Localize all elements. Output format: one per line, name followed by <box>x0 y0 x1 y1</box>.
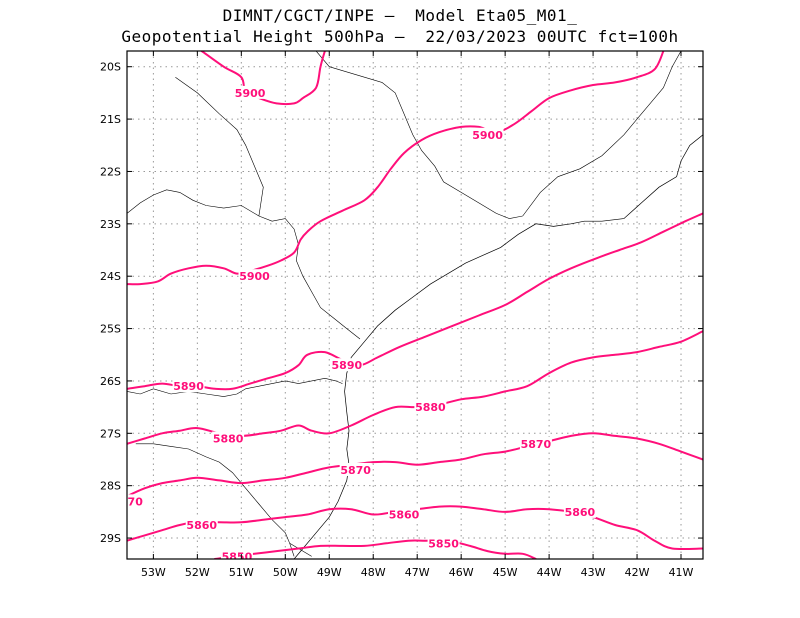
contour-label-bg <box>238 269 271 283</box>
map-grid <box>127 51 703 559</box>
lat-tick-label: 21S <box>100 113 121 126</box>
lon-tick-label: 48W <box>361 566 386 579</box>
contour-label-bg <box>172 379 205 393</box>
contour-label-bg <box>220 549 253 559</box>
contour-5870 <box>127 432 703 498</box>
contour-label-bg <box>427 536 460 550</box>
contour-label: 5900 <box>239 270 270 283</box>
lon-tick-label: 52W <box>185 566 210 579</box>
lon-tick-label: 42W <box>625 566 650 579</box>
contour-label-bg <box>127 494 144 508</box>
map-borders <box>127 51 703 559</box>
lat-tick-label: 28S <box>100 480 121 493</box>
lat-tick-label: 24S <box>100 270 121 283</box>
contour-label: 5860 <box>565 506 596 519</box>
lon-tick-label: 43W <box>581 566 606 579</box>
map-axes: 53W 52W 51W 50W 49W 48W 47W 46W 45W 44W 43W 42W 41W 2… <box>100 51 703 579</box>
state-border <box>175 76 264 217</box>
contour-label: 5900 <box>472 129 503 142</box>
lat-tick-label: 27S <box>100 427 121 440</box>
title-line-2: Geopotential Height 500hPa – 22/03/2023 … <box>121 27 679 46</box>
state-border <box>289 543 312 557</box>
contour-label-bg <box>339 462 372 476</box>
contour-label: 5880 <box>415 401 446 414</box>
contour-label-bg <box>519 436 552 450</box>
lon-tick-label: 45W <box>493 566 518 579</box>
contour-label-bg <box>185 517 218 531</box>
contour-label: 5860 <box>389 508 420 521</box>
lon-tick-label: 51W <box>229 566 254 579</box>
contour-label: 5880 <box>213 433 244 446</box>
lat-tick-label: 26S <box>100 375 121 388</box>
contour-label-bg <box>388 507 421 521</box>
lon-tick-label: 50W <box>273 566 298 579</box>
lon-tick-label: 49W <box>317 566 342 579</box>
lat-tick-label: 25S <box>100 323 121 336</box>
lon-tick-label: 41W <box>669 566 694 579</box>
lat-tick-label: 23S <box>100 218 121 231</box>
contour-label: 5850 <box>222 550 253 563</box>
map-frame <box>126 50 704 560</box>
lat-tick-label: 20S <box>100 61 121 74</box>
contour-label-bg <box>330 358 363 372</box>
contour-5880 <box>127 330 703 445</box>
title-line-1: DIMNT/CGCT/INPE – Model Eta05_M01_ <box>222 6 578 25</box>
lon-tick-label: 53W <box>141 566 166 579</box>
lon-tick-label: 44W <box>537 566 562 579</box>
contour-label: 5860 <box>186 519 217 532</box>
contour-label: 5890 <box>332 359 363 372</box>
state-border <box>127 189 361 340</box>
lat-tick-label: 22S <box>100 165 121 178</box>
contour-lines: 5900 5900 5900 5890 5890 5880 5880 5870 5870 870 5… <box>120 51 703 563</box>
contour-label: 5870 <box>340 464 371 477</box>
contour-label: 5900 <box>235 87 266 100</box>
contour-label: 5890 <box>173 380 204 393</box>
contour-label-bg <box>471 127 504 141</box>
contour-label: 870 <box>120 495 143 508</box>
contour-label-bg <box>414 400 447 414</box>
lon-tick-label: 46W <box>449 566 474 579</box>
contour-label-bg <box>234 85 267 99</box>
lon-tick-label: 47W <box>405 566 430 579</box>
contour-5890 <box>127 212 703 391</box>
contour-label: 5870 <box>521 438 552 451</box>
state-border <box>135 443 295 557</box>
coastline <box>293 134 703 559</box>
contour-label: 5850 <box>428 537 459 550</box>
state-border <box>522 51 682 217</box>
contour-label-bg <box>563 504 596 518</box>
lat-tick-label: 29S <box>100 532 121 545</box>
contour-5850 <box>213 539 537 559</box>
contour-5900 <box>127 51 665 286</box>
contour-label-bg <box>212 431 245 445</box>
contour-5900 <box>200 51 326 105</box>
state-border <box>127 377 343 397</box>
